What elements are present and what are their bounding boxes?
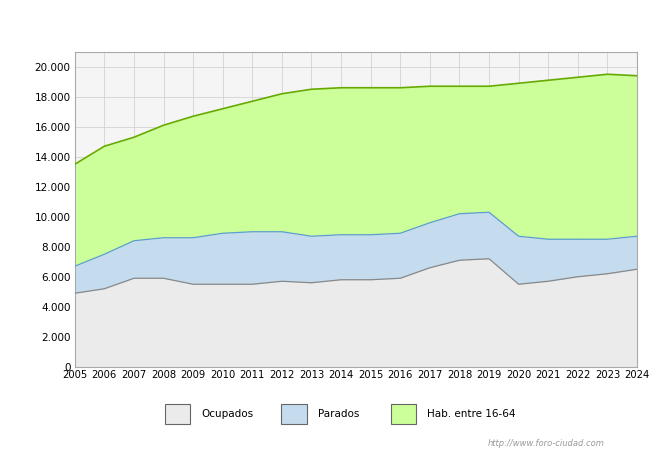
Bar — [281, 404, 307, 424]
Bar — [391, 404, 416, 424]
Bar — [165, 404, 190, 424]
Text: Parados: Parados — [318, 409, 359, 419]
Text: Candelaria - Evolucion de la poblacion en edad de Trabajar Mayo de 2024: Candelaria - Evolucion de la poblacion e… — [107, 14, 543, 26]
Text: Hab. entre 16-64: Hab. entre 16-64 — [427, 409, 515, 419]
Text: http://www.foro-ciudad.com: http://www.foro-ciudad.com — [488, 439, 604, 448]
Text: Ocupados: Ocupados — [202, 409, 254, 419]
